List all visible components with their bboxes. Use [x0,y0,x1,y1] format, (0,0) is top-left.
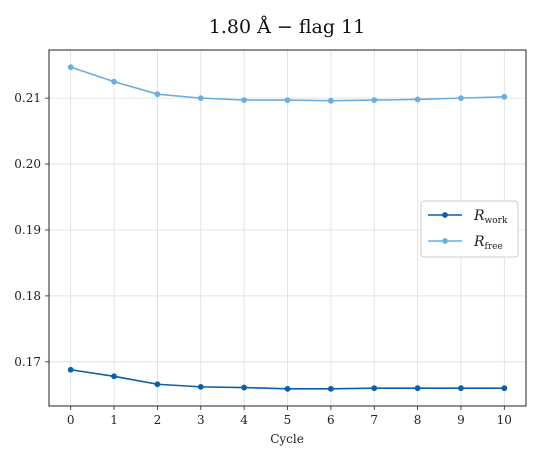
x-axis: 0 1 2 3 4 5 6 7 8 9 10 [67,406,512,427]
series-layer [67,64,508,392]
data-point-work [458,385,464,392]
data-point-free [197,95,204,102]
x-tick-label: 5 [284,413,292,427]
x-tick-label: 3 [197,413,205,427]
x-axis-label: Cycle [270,432,304,446]
legend-symbol: R [473,234,485,250]
x-tick-label: 6 [327,413,335,427]
legend-marker-work [442,212,448,218]
legend-subscript: free [485,242,503,252]
x-tick-label: 4 [240,413,248,427]
y-tick-label: 0.21 [14,91,41,105]
data-point-free [371,97,378,104]
y-tick-label: 0.17 [14,355,41,369]
y-tick-label: 0.19 [14,223,41,237]
data-point-free [458,95,464,102]
y-tick-label: 0.18 [14,289,41,303]
y-axis: 0.17 0.18 0.19 0.20 0.21 [14,91,49,369]
data-point-work [154,381,161,388]
data-point-work [414,385,421,392]
data-point-work [327,385,334,392]
x-tick-label: 7 [370,413,378,427]
x-tick-label: 8 [414,413,422,427]
legend-label-work: Rwork [473,208,508,226]
legend-label-free: Rfree [473,234,503,252]
x-tick-label: 2 [154,413,162,427]
legend-subscript: work [485,216,508,226]
data-point-free [67,64,74,71]
data-point-work [371,385,378,392]
chart-title: 1.80 Å − flag 11 [209,16,365,38]
data-point-free [284,97,291,104]
data-point-work [197,383,204,390]
data-point-free [154,91,161,98]
y-tick-label: 0.20 [14,157,41,171]
data-point-free [414,96,421,103]
legend-marker-free [442,238,448,244]
legend-symbol: R [473,208,485,224]
data-point-free [501,93,508,100]
data-point-work [284,385,291,392]
data-point-free [111,78,117,85]
data-point-free [241,97,248,104]
data-point-work [241,384,248,391]
data-point-work [501,385,508,392]
legend-box [420,200,519,258]
data-point-work [111,373,117,380]
data-point-work [67,366,74,373]
x-tick-label: 1 [110,413,118,427]
x-tick-label: 10 [497,413,512,427]
x-tick-label: 9 [457,413,465,427]
data-point-free [327,97,334,104]
x-tick-label: 0 [67,413,75,427]
